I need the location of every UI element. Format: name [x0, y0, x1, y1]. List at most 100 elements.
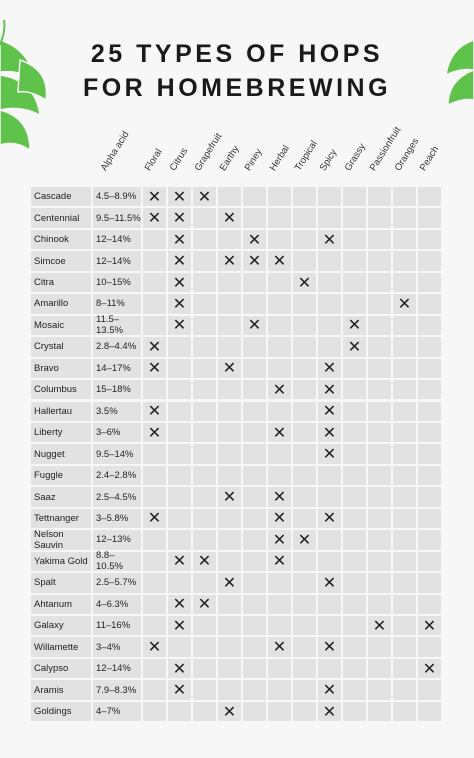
empty-cell: [192, 679, 217, 701]
empty-cell: [267, 271, 292, 294]
check-mark: ✕: [317, 357, 342, 380]
empty-cell: [317, 336, 342, 358]
empty-cell: [267, 314, 292, 337]
empty-cell: [192, 700, 217, 723]
empty-cell: [292, 636, 317, 658]
check-mark: ✕: [142, 400, 167, 422]
hop-name: Willamette: [30, 636, 92, 658]
empty-cell: [217, 657, 242, 680]
empty-cell: [367, 700, 392, 723]
alpha-acid: 3–5.8%: [92, 507, 142, 530]
empty-cell: [242, 357, 267, 380]
alpha-acid: 2.4–2.8%: [92, 464, 142, 487]
empty-cell: [192, 443, 217, 465]
empty-cell: [267, 572, 292, 594]
check-mark: ✕: [142, 186, 167, 208]
empty-cell: [192, 529, 217, 551]
empty-cell: [367, 593, 392, 615]
check-mark: ✕: [167, 271, 192, 294]
empty-cell: [392, 700, 417, 723]
empty-cell: [292, 550, 317, 573]
empty-cell: [192, 657, 217, 680]
empty-cell: [342, 572, 367, 594]
empty-cell: [167, 357, 192, 380]
empty-cell: [217, 636, 242, 658]
empty-cell: [342, 657, 367, 680]
empty-cell: [142, 572, 167, 594]
empty-cell: [342, 486, 367, 508]
alpha-acid: 3–4%: [92, 636, 142, 658]
empty-cell: [292, 228, 317, 251]
check-mark: ✕: [167, 679, 192, 701]
empty-cell: [342, 636, 367, 658]
empty-cell: [392, 507, 417, 530]
empty-cell: [167, 486, 192, 508]
empty-cell: [317, 207, 342, 229]
hop-name: Spalt: [30, 572, 92, 594]
check-mark: ✕: [242, 250, 267, 272]
check-mark: ✕: [342, 314, 367, 337]
empty-cell: [292, 679, 317, 701]
empty-cell: [167, 529, 192, 551]
empty-cell: [342, 529, 367, 551]
alpha-acid: 3–6%: [92, 421, 142, 444]
empty-cell: [242, 615, 267, 637]
empty-cell: [317, 550, 342, 573]
check-mark: ✕: [192, 593, 217, 615]
empty-cell: [217, 679, 242, 701]
empty-cell: [192, 400, 217, 422]
empty-cell: [217, 421, 242, 444]
empty-cell: [242, 507, 267, 530]
empty-cell: [142, 379, 167, 401]
empty-cell: [392, 679, 417, 701]
empty-cell: [417, 443, 442, 465]
empty-cell: [292, 421, 317, 444]
empty-cell: [392, 207, 417, 229]
empty-cell: [142, 700, 167, 723]
empty-cell: [392, 186, 417, 208]
empty-cell: [292, 486, 317, 508]
empty-cell: [317, 529, 342, 551]
empty-cell: [192, 207, 217, 229]
empty-cell: [167, 443, 192, 465]
empty-cell: [417, 529, 442, 551]
empty-cell: [192, 293, 217, 315]
check-mark: ✕: [217, 357, 242, 380]
empty-cell: [217, 186, 242, 208]
check-mark: ✕: [142, 207, 167, 229]
empty-cell: [167, 700, 192, 723]
check-mark: ✕: [192, 550, 217, 573]
check-mark: ✕: [317, 379, 342, 401]
check-mark: ✕: [142, 636, 167, 658]
empty-cell: [142, 657, 167, 680]
empty-cell: [342, 679, 367, 701]
alpha-acid: 12–14%: [92, 657, 142, 680]
empty-cell: [367, 357, 392, 380]
check-mark: ✕: [167, 186, 192, 208]
empty-cell: [392, 357, 417, 380]
alpha-acid: 2.5–5.7%: [92, 572, 142, 594]
check-mark: ✕: [267, 250, 292, 272]
empty-cell: [242, 336, 267, 358]
empty-cell: [142, 550, 167, 573]
empty-cell: [342, 421, 367, 444]
empty-cell: [242, 657, 267, 680]
empty-cell: [242, 186, 267, 208]
empty-cell: [292, 379, 317, 401]
empty-cell: [217, 336, 242, 358]
check-mark: ✕: [417, 615, 442, 637]
check-mark: ✕: [317, 228, 342, 251]
empty-cell: [317, 593, 342, 615]
hop-name: Goldings: [30, 700, 92, 723]
empty-cell: [392, 421, 417, 444]
check-mark: ✕: [317, 507, 342, 530]
empty-cell: [217, 314, 242, 337]
empty-cell: [342, 400, 367, 422]
empty-cell: [192, 357, 217, 380]
check-mark: ✕: [267, 550, 292, 573]
empty-cell: [242, 529, 267, 551]
empty-cell: [392, 228, 417, 251]
empty-cell: [367, 572, 392, 594]
alpha-acid: 10–15%: [92, 271, 142, 294]
empty-cell: [392, 486, 417, 508]
